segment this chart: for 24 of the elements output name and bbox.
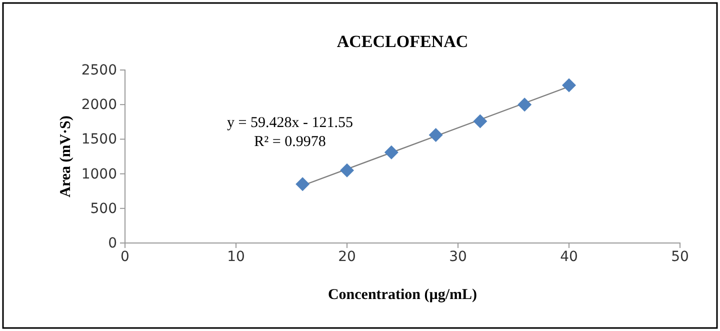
x-tick-label: 0 — [120, 248, 130, 265]
y-tick-label: 1000 — [81, 166, 117, 182]
point — [473, 114, 488, 128]
x-axis-title: Concentration (µg/mL) — [328, 287, 478, 303]
x-tick-label: 50 — [671, 248, 689, 265]
point — [384, 145, 398, 160]
x-tick-label: 40 — [560, 248, 578, 265]
point — [296, 177, 310, 192]
point — [518, 98, 532, 112]
point — [340, 163, 354, 178]
y-tick-label: 1500 — [81, 132, 117, 148]
y-tick-label: 0 — [108, 235, 117, 252]
y-tick-label: 500 — [90, 200, 117, 217]
x-tick-label: 10 — [227, 248, 245, 265]
point — [428, 128, 443, 142]
annotation: R² = 0.9978 — [254, 134, 326, 150]
x-tick-label: 30 — [449, 248, 467, 265]
y-axis-title: Area (mV·S) — [58, 116, 74, 198]
y-tick-label: 2000 — [81, 97, 117, 114]
point — [562, 78, 576, 92]
annotation: y = 59.428x - 121.55 — [227, 115, 353, 131]
x-tick-label: 20 — [338, 248, 356, 265]
y-tick-label: 2500 — [81, 62, 117, 78]
chart-title: ACECLOFENAC — [336, 32, 468, 51]
